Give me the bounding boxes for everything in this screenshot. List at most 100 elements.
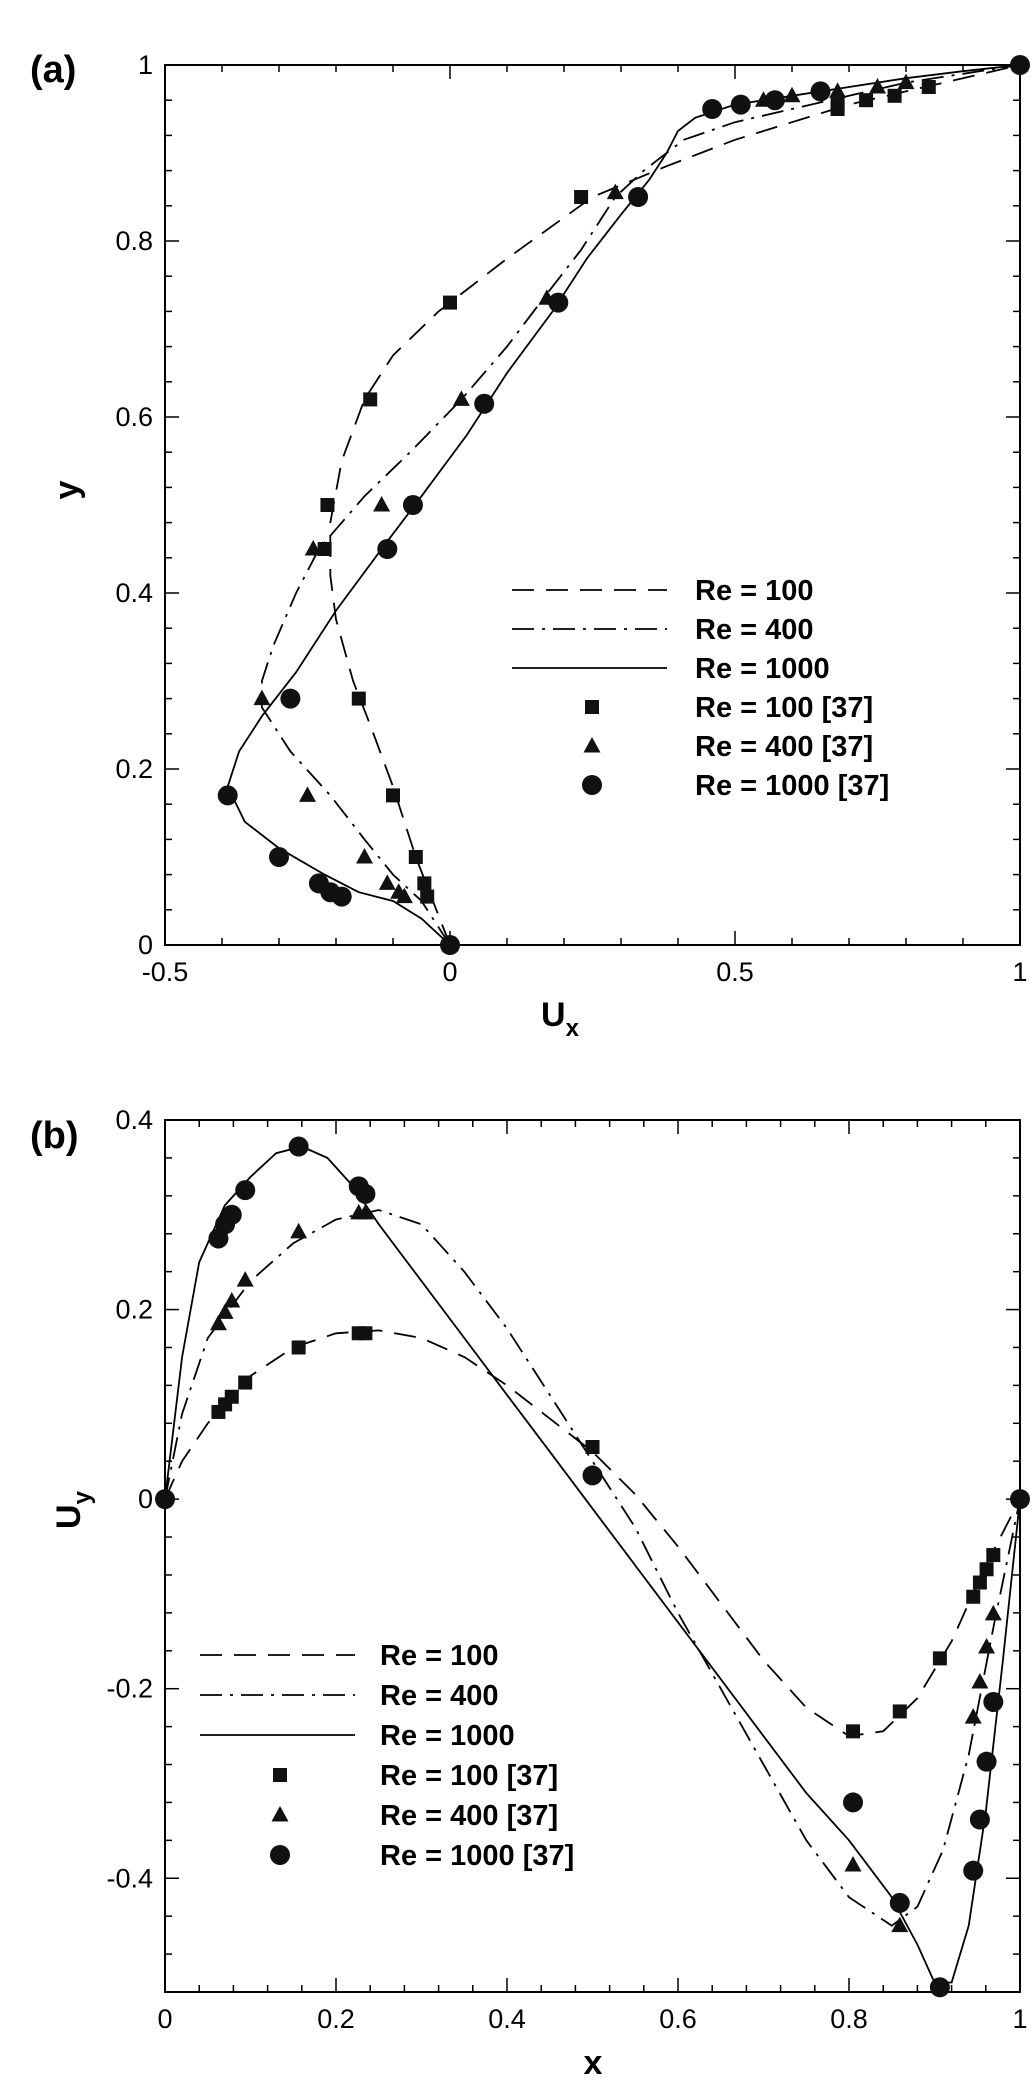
data-point-circle [235, 1180, 256, 1201]
data-point-circle [976, 1751, 997, 1772]
panel-b-label: (b) [30, 1115, 79, 1157]
data-point-triangle [373, 496, 391, 512]
data-point-square [320, 498, 335, 512]
data-point-circle [217, 785, 238, 806]
data-point-triangle [356, 848, 373, 864]
data-point-circle [730, 94, 751, 115]
panel-b-chart: (b) 0 0.2 0.4 0.6 0.8 1 -0.4 -0.2 0 0.2 0.4 x Uy R… [30, 1105, 1030, 2081]
data-point-circle [582, 1465, 603, 1486]
data-point-square [408, 850, 423, 864]
x-tick-label: -0.5 [142, 957, 189, 987]
y-tick-label: 1 [138, 50, 153, 80]
data-point-circle [1010, 55, 1030, 75]
x-tick-label: 0.5 [716, 957, 754, 987]
x-tick-label: 0.2 [317, 2004, 355, 2034]
data-point-circle [969, 1809, 990, 1830]
data-point-square [846, 1724, 861, 1739]
data-point-square [986, 1548, 1001, 1563]
data-point-circle [628, 187, 649, 207]
data-point-triangle [216, 1303, 234, 1319]
data-point-square [932, 1651, 947, 1666]
y-tick-label: -0.2 [106, 1674, 153, 1704]
x-tick-label: 0.6 [659, 2004, 697, 2034]
data-point-circle [221, 1204, 242, 1225]
data-point-circle [929, 1977, 950, 1998]
legend-marker-square [585, 700, 599, 714]
y-tick-label: 0.4 [115, 1105, 153, 1135]
panel-a-y-axis-label: y [48, 480, 86, 499]
y-tick-label: 0 [138, 930, 153, 960]
data-point-circle [548, 292, 569, 313]
panel-a-ticks: -0.5 0 0.5 100.20.40.60.81 [115, 50, 1027, 987]
x-tick-label: 1 [1012, 2004, 1027, 2034]
panel-b-ticks: 0 0.2 0.4 0.6 0.8 1 -0.4 -0.2 0 0.2 0.4 [106, 1105, 1027, 2034]
data-point-square [358, 1326, 373, 1341]
data-point-square [443, 295, 457, 310]
data-point-circle [963, 1860, 984, 1881]
data-point-triangle [452, 390, 470, 406]
data-point-square [859, 93, 874, 108]
data-point-circle [377, 539, 398, 559]
legend-label-2: Re = 1000 [695, 653, 830, 685]
data-point-triangle [606, 183, 624, 200]
data-point-square [585, 1440, 600, 1454]
data-point-square [224, 1389, 239, 1404]
panel-b-legend: Re = 100 Re = 400 Re = 1000 Re = 100 [37] Re… [200, 1640, 574, 1872]
data-point-circle [702, 99, 723, 119]
data-point-triangle [891, 1916, 909, 1933]
legend-label-5: Re = 1000 [37] [695, 770, 889, 802]
data-point-circle [288, 1136, 309, 1157]
y-tick-label: 0 [138, 1484, 153, 1514]
panel-a-series [217, 55, 1030, 955]
panel-b-series [155, 1136, 1030, 1998]
data-point-square [921, 80, 936, 94]
data-point-circle [155, 1489, 175, 1510]
data-point-square [966, 1589, 981, 1604]
data-point-triangle [869, 78, 886, 94]
data-point-square [317, 542, 332, 556]
data-point-triangle [897, 73, 915, 90]
data-point-circle [269, 847, 289, 867]
panel-a-plot-frame [164, 64, 1021, 946]
legend-marker-circle [582, 775, 602, 795]
data-point-circle [280, 688, 301, 709]
data-point-triangle [356, 1203, 374, 1220]
data-point-triangle [223, 1292, 241, 1308]
data-point-circle [1010, 1489, 1030, 1510]
legend-label-1: Re = 400 [695, 614, 814, 646]
x-tick-label: 0 [157, 2004, 172, 2034]
data-point-triangle [984, 1604, 1002, 1621]
data-point-triangle [390, 883, 408, 899]
legend-label-1: Re = 400 [380, 1680, 499, 1712]
data-point-square [420, 889, 435, 904]
data-point-square [979, 1562, 994, 1577]
data-point-circle [440, 935, 460, 955]
y-tick-label: -0.4 [106, 1863, 153, 1893]
data-point-square [417, 876, 432, 891]
data-point-triangle [978, 1637, 996, 1654]
data-point-triangle [378, 874, 396, 890]
legend-label-0: Re = 100 [380, 1640, 499, 1672]
panel-a-label: (a) [30, 49, 76, 91]
data-point-circle [764, 90, 785, 111]
y-tick-label: 0.2 [115, 754, 153, 784]
panel-b-x-axis-label: x [584, 2044, 603, 2081]
panel-a-legend: Re = 100 Re = 400 Re = 1000 Re = 100 [37] Re… [512, 575, 889, 802]
data-point-triangle [253, 689, 271, 706]
data-point-triangle [964, 1708, 982, 1724]
legend-label-0: Re = 100 [695, 575, 814, 607]
data-point-circle [889, 1892, 910, 1913]
data-point-triangle [290, 1222, 308, 1239]
legend-label-3: Re = 100 [37] [695, 692, 873, 724]
legend-label-3: Re = 100 [37] [380, 1760, 558, 1792]
legend-marker-triangle [583, 737, 601, 753]
series-line-0 [329, 64, 1021, 946]
data-point-triangle [304, 540, 322, 556]
data-point-triangle [236, 1271, 254, 1287]
data-point-triangle [844, 1855, 862, 1872]
data-point-square [830, 97, 845, 112]
data-point-circle [983, 1691, 1004, 1712]
data-point-triangle [829, 82, 847, 98]
data-point-circle [402, 495, 423, 515]
panel-b-y-axis-label: Uy [50, 1490, 96, 1529]
